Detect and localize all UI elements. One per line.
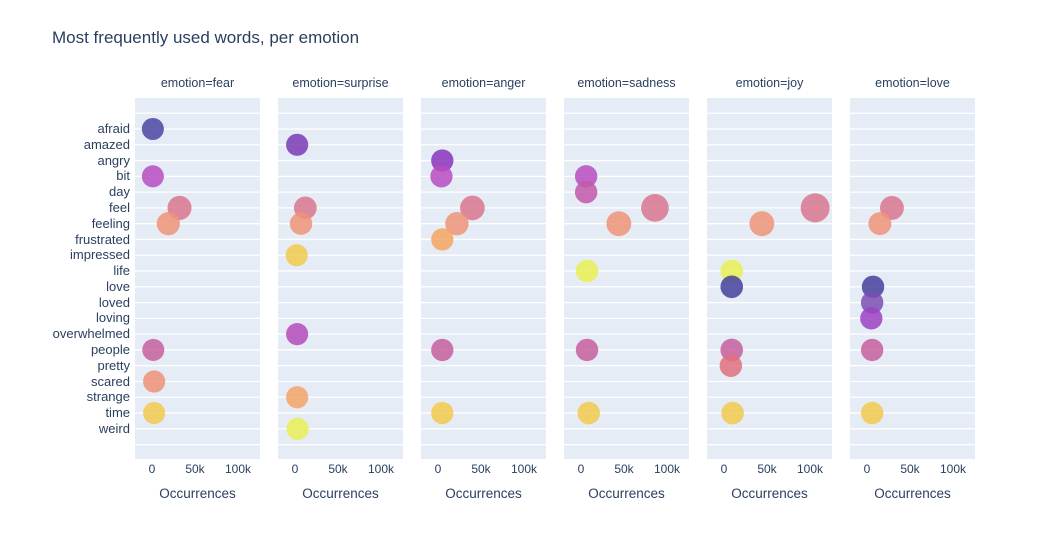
- facet-title-4: emotion=joy: [735, 76, 804, 90]
- y-axis-label-angry: angry: [97, 152, 130, 168]
- x-tick-label: 0: [291, 462, 299, 476]
- x-tick-label: 100k: [224, 462, 252, 476]
- data-point-people[interactable]: [860, 338, 884, 362]
- data-point-feel[interactable]: [460, 195, 485, 221]
- y-axis-label-bit: bit: [116, 168, 130, 184]
- facet-plot-area: [278, 98, 403, 459]
- x-tick-label: 100k: [653, 462, 681, 476]
- x-tick-label: 50k: [185, 462, 205, 476]
- data-point-weird[interactable]: [286, 417, 309, 440]
- data-point-people[interactable]: [575, 338, 599, 362]
- facet-title-2: emotion=anger: [441, 76, 526, 90]
- data-point-angry[interactable]: [431, 149, 454, 172]
- x-tick-label: 100k: [510, 462, 538, 476]
- facet-plot-area: [564, 98, 689, 459]
- x-tick-label: 50k: [328, 462, 348, 476]
- x-axis-title: Occurrences: [159, 486, 236, 501]
- x-tick-label: 0: [148, 462, 156, 476]
- y-axis-label-amazed: amazed: [83, 136, 130, 152]
- plot-background: [135, 98, 260, 459]
- data-point-day[interactable]: [574, 180, 598, 204]
- y-axis-label-life: life: [113, 263, 130, 279]
- data-point-love[interactable]: [720, 275, 744, 299]
- x-tick-label: 100k: [796, 462, 824, 476]
- x-tick-label: 50k: [614, 462, 634, 476]
- facet-plot-area: [850, 98, 975, 459]
- x-tick-label: 50k: [900, 462, 920, 476]
- x-tick-label: 50k: [757, 462, 777, 476]
- facet-title-5: emotion=love: [875, 76, 950, 90]
- data-point-life[interactable]: [575, 259, 599, 283]
- x-tick-label: 50k: [471, 462, 491, 476]
- y-axis-label-scared: scared: [90, 373, 130, 389]
- data-point-time[interactable]: [860, 401, 884, 425]
- y-axis-label-strange: strange: [86, 389, 130, 405]
- y-axis-label-loving: loving: [96, 310, 130, 326]
- data-point-overwhelmed[interactable]: [286, 323, 309, 346]
- data-point-afraid[interactable]: [141, 117, 164, 141]
- facet-title-0: emotion=fear: [160, 76, 235, 90]
- facet-plot-area: [135, 98, 260, 459]
- x-tick-label: 0: [434, 462, 442, 476]
- data-point-feeling[interactable]: [868, 212, 892, 236]
- data-point-feeling[interactable]: [156, 212, 180, 236]
- data-point-feel[interactable]: [800, 193, 830, 223]
- x-axis-title: Occurrences: [445, 486, 522, 501]
- y-axis-label-pretty: pretty: [97, 357, 130, 373]
- data-point-bit[interactable]: [141, 165, 164, 188]
- data-point-loved[interactable]: [860, 291, 884, 314]
- data-point-bit[interactable]: [574, 165, 598, 188]
- y-axis-label-love: love: [106, 278, 130, 294]
- data-point-scared[interactable]: [143, 370, 166, 393]
- data-point-feeling[interactable]: [749, 211, 775, 237]
- y-axis-label-time: time: [105, 405, 130, 421]
- chart-title: Most frequently used words, per emotion: [52, 28, 360, 47]
- x-axis-title: Occurrences: [731, 486, 808, 501]
- data-point-amazed[interactable]: [286, 133, 309, 156]
- data-point-love[interactable]: [861, 275, 885, 299]
- x-tick-label: 100k: [367, 462, 395, 476]
- y-axis-label-impressed: impressed: [70, 247, 130, 263]
- data-point-life[interactable]: [720, 259, 744, 283]
- y-axis-label-weird: weird: [98, 420, 130, 436]
- y-axis-label-feel: feel: [109, 200, 130, 215]
- facet-plot-area: [421, 98, 546, 459]
- data-point-feel[interactable]: [879, 195, 904, 220]
- data-point-time[interactable]: [143, 401, 166, 425]
- data-point-pretty[interactable]: [719, 354, 743, 377]
- data-point-bit[interactable]: [430, 165, 453, 188]
- x-tick-label: 100k: [939, 462, 967, 476]
- x-axis-title: Occurrences: [302, 486, 379, 501]
- facet-plot-area: [707, 98, 832, 459]
- y-axis-label-feeling: feeling: [91, 215, 130, 231]
- data-point-people[interactable]: [431, 338, 454, 362]
- y-axis-label-loved: loved: [98, 294, 130, 310]
- x-axis-title: Occurrences: [588, 486, 665, 501]
- data-point-impressed[interactable]: [285, 244, 308, 267]
- y-axis-label-frustrated: frustrated: [75, 231, 130, 247]
- x-tick-label: 0: [720, 462, 728, 476]
- data-point-feeling[interactable]: [289, 212, 313, 235]
- data-point-people[interactable]: [142, 338, 165, 361]
- y-axis-label-overwhelmed: overwhelmed: [52, 326, 130, 342]
- facet-title-1: emotion=surprise: [292, 76, 389, 90]
- data-point-feeling[interactable]: [606, 211, 632, 237]
- x-tick-label: 0: [577, 462, 585, 476]
- facet-title-3: emotion=sadness: [577, 76, 676, 90]
- data-point-feeling[interactable]: [445, 211, 469, 236]
- y-axis-label-afraid: afraid: [97, 121, 130, 137]
- x-tick-label: 0: [863, 462, 871, 476]
- data-point-loving[interactable]: [860, 307, 883, 330]
- data-point-feel[interactable]: [641, 194, 669, 222]
- y-axis-label-people: people: [90, 342, 130, 358]
- x-axis-title: Occurrences: [874, 486, 951, 501]
- y-axis-label-day: day: [109, 184, 130, 200]
- data-point-frustrated[interactable]: [431, 228, 454, 251]
- data-point-time[interactable]: [431, 401, 454, 425]
- data-point-time[interactable]: [577, 401, 601, 425]
- data-point-time[interactable]: [721, 401, 744, 425]
- data-point-strange[interactable]: [286, 386, 309, 409]
